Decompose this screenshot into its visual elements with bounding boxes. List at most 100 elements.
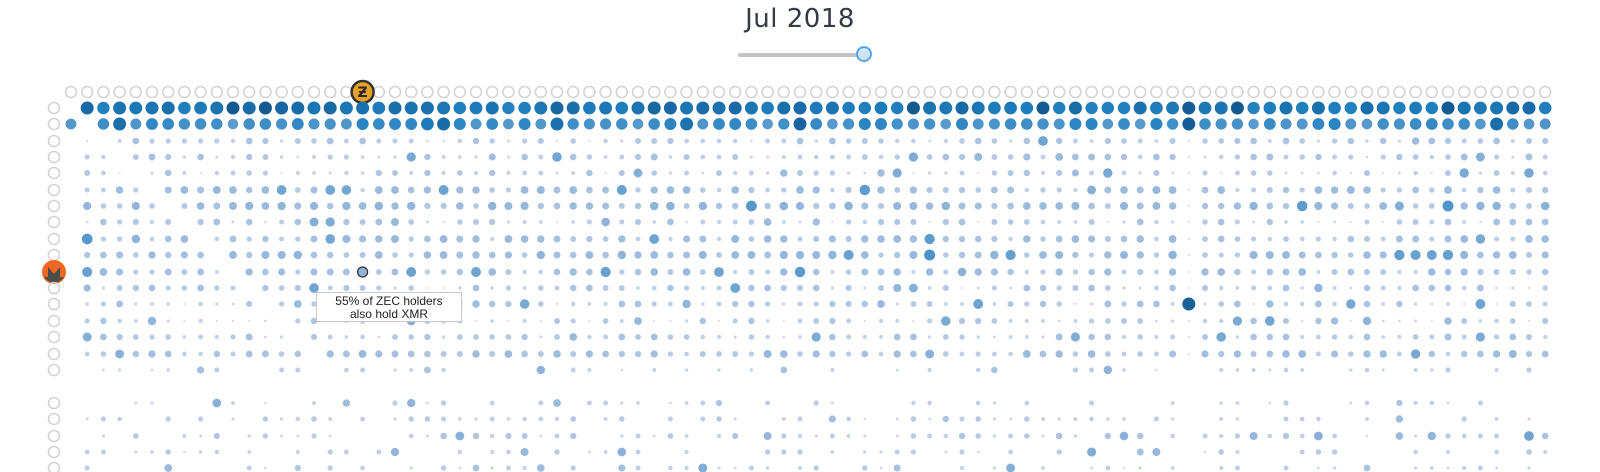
matrix-cell[interactable] xyxy=(1218,350,1225,358)
matrix-cell[interactable] xyxy=(1283,236,1289,242)
matrix-cell[interactable] xyxy=(1539,118,1551,130)
matrix-cell[interactable] xyxy=(279,367,285,373)
matrix-cell[interactable] xyxy=(275,101,289,115)
matrix-cell[interactable] xyxy=(1347,137,1355,145)
matrix-cell[interactable] xyxy=(1317,220,1320,224)
row-coin-icon[interactable] xyxy=(47,297,61,311)
matrix-cell[interactable] xyxy=(749,368,754,372)
matrix-cell[interactable] xyxy=(1316,416,1321,422)
column-coin-icon[interactable] xyxy=(1490,85,1503,99)
matrix-cell[interactable] xyxy=(1429,400,1435,406)
matrix-cell[interactable] xyxy=(130,118,142,130)
matrix-cell[interactable] xyxy=(863,417,867,421)
matrix-cell[interactable] xyxy=(505,465,511,471)
matrix-cell[interactable] xyxy=(521,333,528,341)
matrix-cell[interactable] xyxy=(1024,416,1030,422)
matrix-cell[interactable] xyxy=(1055,333,1063,341)
matrix-cell[interactable] xyxy=(521,432,528,440)
matrix-cell[interactable] xyxy=(1121,269,1127,275)
matrix-cell[interactable] xyxy=(636,401,640,405)
matrix-cell[interactable] xyxy=(488,251,496,259)
matrix-cell[interactable] xyxy=(975,367,981,373)
matrix-cell[interactable] xyxy=(1072,269,1079,275)
matrix-cell[interactable] xyxy=(975,187,982,193)
matrix-cell[interactable] xyxy=(505,300,512,308)
matrix-cell[interactable] xyxy=(1346,299,1356,309)
matrix-cell[interactable] xyxy=(441,416,447,422)
matrix-cell[interactable] xyxy=(1263,101,1277,115)
matrix-cell[interactable] xyxy=(874,101,888,115)
matrix-cell[interactable] xyxy=(1508,350,1517,358)
matrix-cell[interactable] xyxy=(959,138,965,144)
matrix-cell[interactable] xyxy=(619,154,625,160)
matrix-cell[interactable] xyxy=(213,202,221,210)
matrix-cell[interactable] xyxy=(1122,466,1126,470)
matrix-cell[interactable] xyxy=(697,118,709,130)
column-coin-icon[interactable] xyxy=(923,85,936,99)
row-coin-icon[interactable] xyxy=(47,117,61,131)
matrix-cell[interactable] xyxy=(325,185,336,195)
matrix-cell[interactable] xyxy=(842,101,855,115)
matrix-cell[interactable] xyxy=(134,450,138,454)
matrix-cell[interactable] xyxy=(165,285,171,291)
matrix-cell[interactable] xyxy=(1039,284,1047,292)
matrix-cell[interactable] xyxy=(927,335,932,339)
matrix-cell[interactable] xyxy=(1522,101,1536,115)
matrix-cell[interactable] xyxy=(393,155,397,159)
matrix-cell[interactable] xyxy=(1316,270,1321,274)
matrix-cell[interactable] xyxy=(554,334,560,340)
matrix-cell[interactable] xyxy=(745,118,758,130)
matrix-cell[interactable] xyxy=(344,138,349,144)
matrix-cell[interactable] xyxy=(1525,350,1533,358)
matrix-cell[interactable] xyxy=(165,153,172,161)
matrix-cell[interactable] xyxy=(165,138,171,144)
matrix-cell[interactable] xyxy=(277,250,286,260)
matrix-cell[interactable] xyxy=(328,171,332,175)
matrix-cell[interactable] xyxy=(199,434,203,438)
matrix-cell[interactable] xyxy=(506,417,511,421)
matrix-cell[interactable] xyxy=(586,284,593,292)
matrix-cell[interactable] xyxy=(748,334,755,340)
matrix-cell[interactable] xyxy=(1541,268,1549,276)
matrix-cell[interactable] xyxy=(554,318,560,324)
matrix-cell[interactable] xyxy=(505,269,512,275)
column-coin-icon[interactable] xyxy=(550,85,564,99)
matrix-cell[interactable] xyxy=(1201,186,1209,194)
matrix-cell[interactable] xyxy=(1344,101,1357,115)
matrix-cell[interactable] xyxy=(700,286,705,290)
matrix-cell[interactable] xyxy=(895,368,899,372)
matrix-cell[interactable] xyxy=(1055,350,1063,358)
matrix-cell[interactable] xyxy=(1382,172,1385,174)
column-coin-icon[interactable] xyxy=(858,85,872,99)
matrix-cell[interactable] xyxy=(556,140,558,142)
matrix-cell[interactable] xyxy=(133,269,139,275)
matrix-cell[interactable] xyxy=(1039,300,1047,308)
matrix-cell[interactable] xyxy=(1152,186,1161,194)
matrix-cell[interactable] xyxy=(716,433,722,439)
matrix-cell[interactable] xyxy=(214,334,219,340)
matrix-cell[interactable] xyxy=(813,170,819,176)
matrix-cell[interactable] xyxy=(246,170,253,176)
matrix-cell[interactable] xyxy=(116,300,124,308)
matrix-cell[interactable] xyxy=(246,300,253,308)
matrix-cell[interactable] xyxy=(1446,401,1450,405)
matrix-cell[interactable] xyxy=(1283,154,1289,160)
matrix-cell[interactable] xyxy=(1461,317,1468,325)
matrix-cell[interactable] xyxy=(294,202,302,210)
matrix-cell[interactable] xyxy=(943,252,949,258)
matrix-cell[interactable] xyxy=(1332,286,1337,290)
matrix-cell[interactable] xyxy=(1234,170,1240,176)
matrix-cell[interactable] xyxy=(262,154,269,160)
matrix-cell[interactable] xyxy=(1479,220,1482,224)
matrix-cell[interactable] xyxy=(214,449,220,455)
matrix-cell[interactable] xyxy=(534,101,548,115)
matrix-cell[interactable] xyxy=(1249,250,1258,260)
matrix-cell[interactable] xyxy=(1413,269,1418,275)
matrix-cell[interactable] xyxy=(906,101,920,115)
matrix-cell[interactable] xyxy=(1509,202,1517,210)
matrix-cell[interactable] xyxy=(1266,218,1273,226)
matrix-cell[interactable] xyxy=(680,117,694,131)
matrix-cell[interactable] xyxy=(550,117,564,131)
matrix-cell[interactable] xyxy=(262,137,269,145)
matrix-cell[interactable] xyxy=(599,101,613,115)
